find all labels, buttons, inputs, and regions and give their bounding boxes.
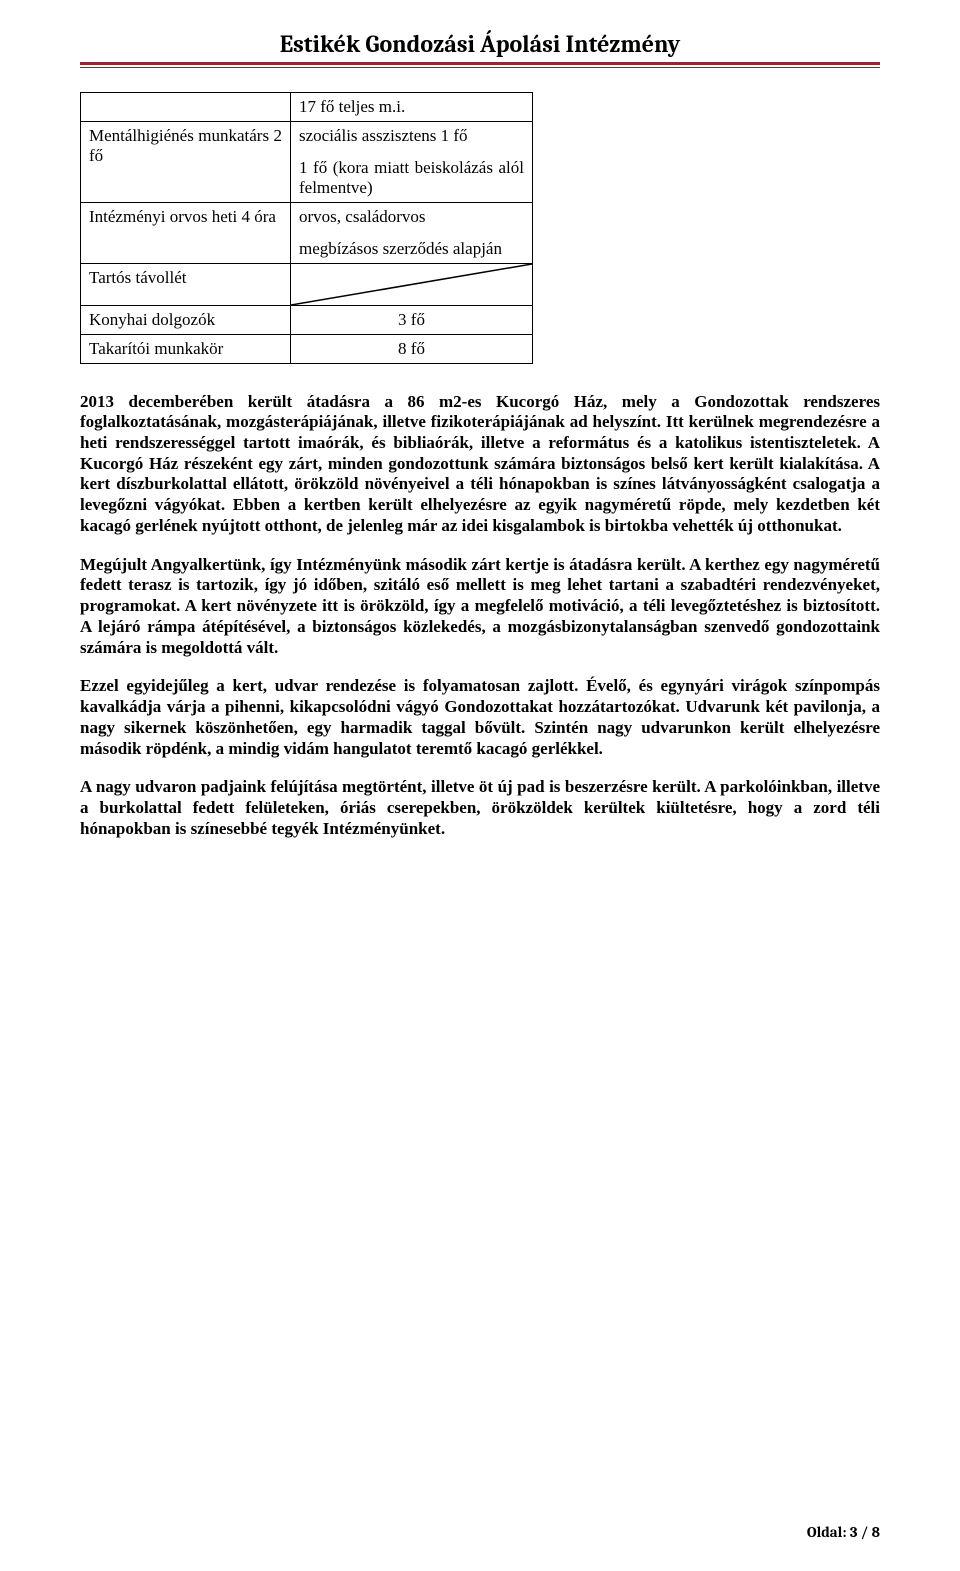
table-cell: Tartós távollét [81,263,291,305]
table-cell: Mentálhigiénés munkatárs 2 fő [81,121,291,202]
table-cell: szociális asszisztens 1 fő 1 fő (kora mi… [291,121,533,202]
table-row: 17 fő teljes m.i. [81,92,533,121]
body-paragraph: A nagy udvaron padjaink felújítása megtö… [80,777,880,839]
cell-line: megbízásos szerződés alapján [299,239,524,259]
header-rule-thin [80,67,880,68]
body-paragraph: Ezzel egyidejűleg a kert, udvar rendezés… [80,676,880,759]
cell-spacer [299,227,524,239]
table-cell: Takarítói munkakör [81,334,291,363]
cell-spacer [299,146,524,158]
table-cell: 17 fő teljes m.i. [291,92,533,121]
table-row: Tartós távollét [81,263,533,305]
cell-line: orvos, családorvos [299,207,524,227]
header-rule-thick [80,62,880,65]
table-cell: orvos, családorvos megbízásos szerződés … [291,202,533,263]
table-cell: Intézményi orvos heti 4 óra [81,202,291,263]
staff-table: 17 fő teljes m.i. Mentálhigiénés munkatá… [80,92,533,364]
table-row: Mentálhigiénés munkatárs 2 fő szociális … [81,121,533,202]
page-footer: Oldal: 3 / 8 [807,1523,880,1541]
page-header-title: Estikék Gondozási Ápolási Intézmény [80,30,880,58]
body-paragraph: 2013 decemberében került átadásra a 86 m… [80,392,880,537]
table-cell: 8 fő [291,334,533,363]
table-cell: 3 fő [291,305,533,334]
table-cell-diagonal [291,263,533,305]
table-cell: Konyhai dolgozók [81,305,291,334]
diagonal-icon [291,264,532,305]
table-row: Takarítói munkakör 8 fő [81,334,533,363]
table-row: Konyhai dolgozók 3 fő [81,305,533,334]
document-page: Estikék Gondozási Ápolási Intézmény 17 f… [0,0,960,1571]
table-row: Intézményi orvos heti 4 óra orvos, csalá… [81,202,533,263]
body-paragraph: Megújult Angyalkertünk, így Intézményünk… [80,555,880,659]
cell-line: szociális asszisztens 1 fő [299,126,524,146]
cell-line: 1 fő (kora miatt beiskolázás alól felmen… [299,158,524,198]
table-cell [81,92,291,121]
